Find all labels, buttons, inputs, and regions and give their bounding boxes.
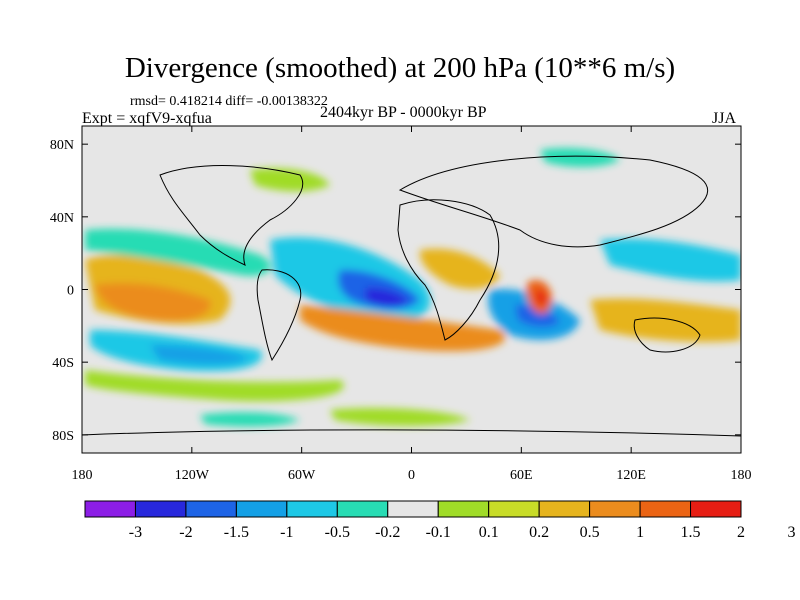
eurasia-coast xyxy=(398,155,709,248)
colorbar-label: -2 xyxy=(179,524,192,541)
north-atlantic-positive xyxy=(250,168,330,192)
experiment-label: Expt = xqfV9-xqfua xyxy=(82,110,212,127)
lon-tick-label: 120W xyxy=(175,468,210,483)
colorbar-swatch xyxy=(488,500,540,518)
lon-tick-label: 0 xyxy=(408,468,415,483)
lon-tick-label: 60W xyxy=(288,468,316,483)
north-west-pacific-negative xyxy=(600,238,741,282)
lon-axis: 180 120W 60W 0 60E 120E 180 xyxy=(72,126,752,483)
stats-label: rmsd= 0.418214 diff= -0.00138322 xyxy=(130,94,328,109)
colorbar-label: -0.1 xyxy=(426,524,451,541)
lat-axis: 80N 40N 0 40S 80S xyxy=(50,138,741,444)
colorbar-label: 0.5 xyxy=(580,524,600,541)
colorbar-label: 1 xyxy=(636,524,644,541)
tropical-positive-band xyxy=(300,305,506,352)
divergence-field xyxy=(82,148,741,437)
lat-tick-label: 0 xyxy=(67,284,74,299)
colorbar-label: -1 xyxy=(280,524,293,541)
lon-tick-label: 120E xyxy=(616,468,646,483)
antarctica-coast xyxy=(82,429,741,437)
pacific-negative-north xyxy=(85,228,271,276)
africa-coast xyxy=(397,199,500,341)
colorbar-swatch xyxy=(387,500,439,518)
colorbar-swatch xyxy=(84,500,136,518)
southern-ocean-positive xyxy=(85,370,344,402)
colorbar-label: 1.5 xyxy=(681,524,701,541)
season-label: JJA xyxy=(712,110,737,127)
colorbar-swatch xyxy=(538,500,591,518)
colorbar-swatch xyxy=(185,500,237,518)
colorbar-swatch xyxy=(690,500,742,518)
australia-coast xyxy=(633,317,701,353)
colorbar-label: 0.2 xyxy=(529,524,549,541)
colorbar-swatch xyxy=(639,500,692,518)
colorbar-swatch xyxy=(134,500,187,518)
arabian-sea-positive-core xyxy=(536,289,547,306)
lat-tick-label: 40S xyxy=(52,356,74,371)
colorbar-label: -3 xyxy=(129,524,142,541)
africa-positive-region xyxy=(419,248,500,289)
colorbar-swatch xyxy=(589,500,641,518)
lon-tick-label: 60E xyxy=(510,468,533,483)
southern-negative-patch xyxy=(200,412,300,427)
lon-tick-label: 180 xyxy=(731,468,752,483)
map-plot-area: 180 120W 60W 0 60E 120E 180 80N 40N 0 40S 80S xyxy=(50,125,752,483)
colorbar-swatch xyxy=(437,500,490,518)
lon-tick-label: 180 xyxy=(72,468,93,483)
south-pacific-negative-core xyxy=(150,345,250,365)
period-label: 2404kyr BP - 0000kyr BP xyxy=(320,104,487,121)
south-america-coast xyxy=(256,269,302,362)
lat-tick-label: 80S xyxy=(52,429,74,444)
colorbar-label: -1.5 xyxy=(224,524,249,541)
colorbar-swatch xyxy=(286,500,338,518)
map-title: Divergence (smoothed) at 200 hPa (10**6 … xyxy=(124,52,676,84)
colorbar-label: 2 xyxy=(737,524,745,541)
north-america-coast xyxy=(159,165,304,266)
colorbar-swatch xyxy=(235,500,288,518)
colorbar-label: 0.1 xyxy=(479,524,499,541)
indian-ocean-negative-core xyxy=(515,304,560,328)
colorbar-label: -0.2 xyxy=(375,524,400,541)
pacific-positive-core xyxy=(95,283,211,322)
lat-tick-label: 80N xyxy=(50,138,74,153)
colorbar-swatch xyxy=(336,500,389,518)
coastlines xyxy=(82,155,741,437)
atlantic-negative-core xyxy=(365,287,408,307)
colorbar-label: 3 xyxy=(787,524,795,541)
colorbar: -3 -2 -1.5 -1 -0.5 -0.2 -0.1 0.1 0.2 0.5 1 1.5 2 3 xyxy=(84,500,795,541)
lat-tick-label: 40N xyxy=(50,211,74,226)
colorbar-label: -0.5 xyxy=(325,524,350,541)
west-pacific-positive xyxy=(590,298,741,342)
south-atlantic-positive xyxy=(330,408,470,426)
siberia-negative xyxy=(540,148,620,167)
